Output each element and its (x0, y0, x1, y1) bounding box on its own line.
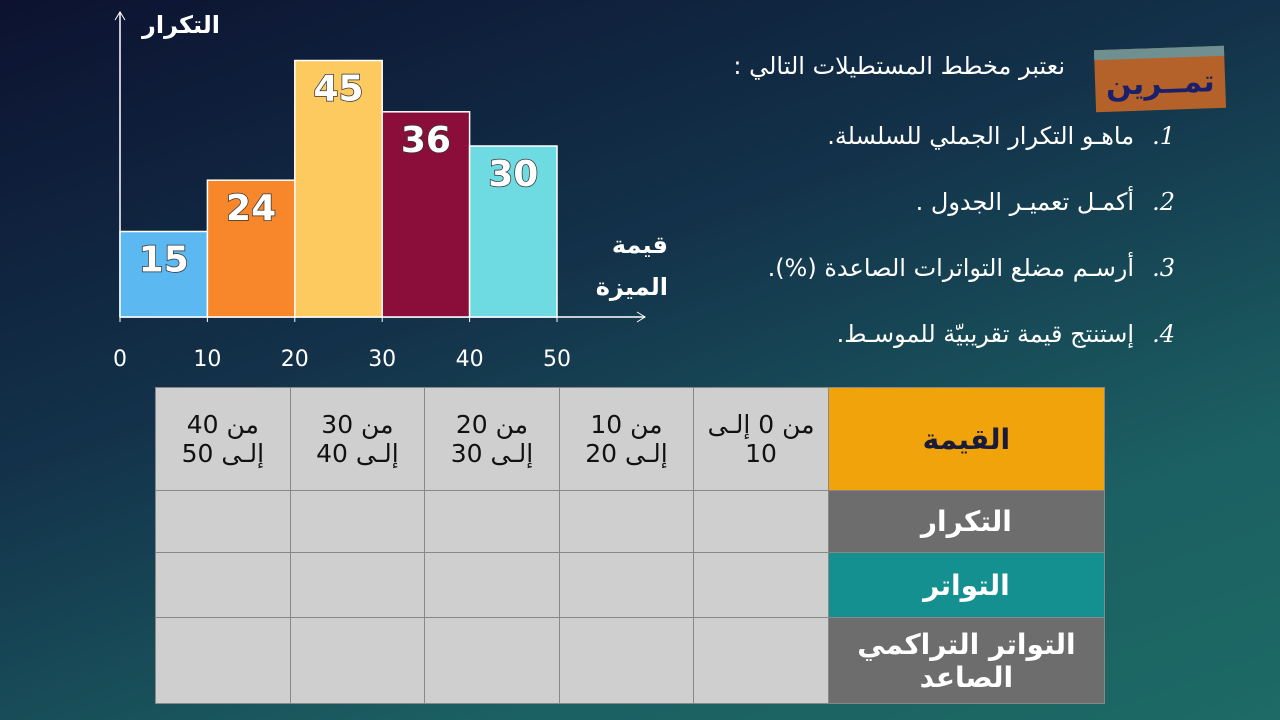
value-label: 30 (488, 154, 538, 195)
empty-cell (155, 552, 291, 618)
row: التكرار (155, 490, 1106, 553)
bar (294, 59, 383, 318)
empty-cell (693, 490, 829, 553)
bar (119, 230, 209, 318)
value-label: 24 (226, 188, 276, 229)
question-number: 3. (1152, 254, 1175, 282)
x-axis-label-line: قيمة (612, 231, 668, 259)
y-axis-label: التكرار (141, 11, 220, 39)
question-text: أرسـم مضلع التواترات الصاعدة (%). (767, 254, 1135, 282)
header-cell: من 0 إلـى 10 (693, 387, 829, 491)
x-tick-label: 30 (368, 347, 396, 372)
intro: نعتبر مخطط المستطيلات التالي : (733, 52, 1065, 80)
table: القيمة من 0 إلـى 10 من 10 إلـى 20 من 20 إلـ… (155, 387, 1106, 704)
row-label: التواتر التراكمي الصاعد (827, 617, 1106, 704)
empty-cell (424, 490, 560, 553)
empty-cell (289, 490, 426, 553)
header-cell: من 40 إلـى 50 (155, 387, 291, 491)
header-cell: من 20 إلـى 30 (424, 387, 560, 491)
question: 3. أرسـم مضلع التواترات الصاعدة (%). (768, 254, 1175, 282)
value-label: 45 (313, 69, 363, 110)
question: 1. ماهـو التكرار الجملي للسلسلة. (827, 122, 1175, 150)
x-axis-label: قيمة الميزة (596, 231, 668, 301)
chart: 15 24 45 36 30 0 10 20 30 40 50 التكرار قيمة الميزة (113, 11, 668, 372)
empty-cell (155, 617, 291, 704)
row-label: التكرار (827, 490, 1106, 553)
question-number: 4. (1152, 320, 1175, 348)
x-tick-label: 0 (113, 347, 127, 372)
row: التواتر (155, 552, 1106, 618)
x-tick-label: 50 (543, 347, 571, 372)
row-label: التواتر (827, 552, 1106, 618)
row: التواتر التراكمي الصاعد (155, 617, 1106, 704)
question-text: أكمـل تعميـر الجدول . (915, 188, 1135, 216)
empty-cell (693, 552, 829, 618)
badge: تمــرين (1093, 45, 1227, 113)
value-label: 36 (401, 120, 451, 161)
x-arrow (636, 311, 646, 323)
empty-cell (693, 617, 829, 704)
bar (381, 111, 471, 318)
empty-cell (155, 490, 291, 553)
y-arrow (114, 11, 126, 21)
bar (206, 179, 296, 318)
x-tick-label: 40 (456, 347, 484, 372)
question-text: ماهـو التكرار الجملي للسلسلة. (827, 122, 1135, 150)
empty-cell (558, 617, 695, 704)
empty-cell (424, 617, 560, 704)
empty-cell (289, 617, 426, 704)
question-number: 2. (1152, 188, 1175, 216)
question-text: إستنتج قيمة تقريبيّة للموسـط. (836, 320, 1135, 348)
question: 4. إستنتج قيمة تقريبيّة للموسـط. (837, 320, 1175, 348)
question: 2. أكمـل تعميـر الجدول . (916, 188, 1175, 216)
header-cell: من 30 إلـى 40 (289, 387, 426, 491)
header-row: القيمة من 0 إلـى 10 من 10 إلـى 20 من 20 إلـ… (155, 387, 1106, 491)
x-axis-label-line: الميزة (596, 273, 668, 301)
empty-cell (558, 490, 695, 553)
header-cell: من 10 إلـى 20 (558, 387, 695, 491)
empty-cell (424, 552, 560, 618)
value-label: 15 (139, 240, 189, 281)
empty-cell (558, 552, 695, 618)
bar (468, 145, 558, 318)
x-tick-label: 10 (193, 347, 221, 372)
row-label: القيمة (827, 387, 1106, 491)
x-tick-label: 20 (281, 347, 309, 372)
empty-cell (289, 552, 426, 618)
question-number: 1. (1152, 122, 1175, 150)
